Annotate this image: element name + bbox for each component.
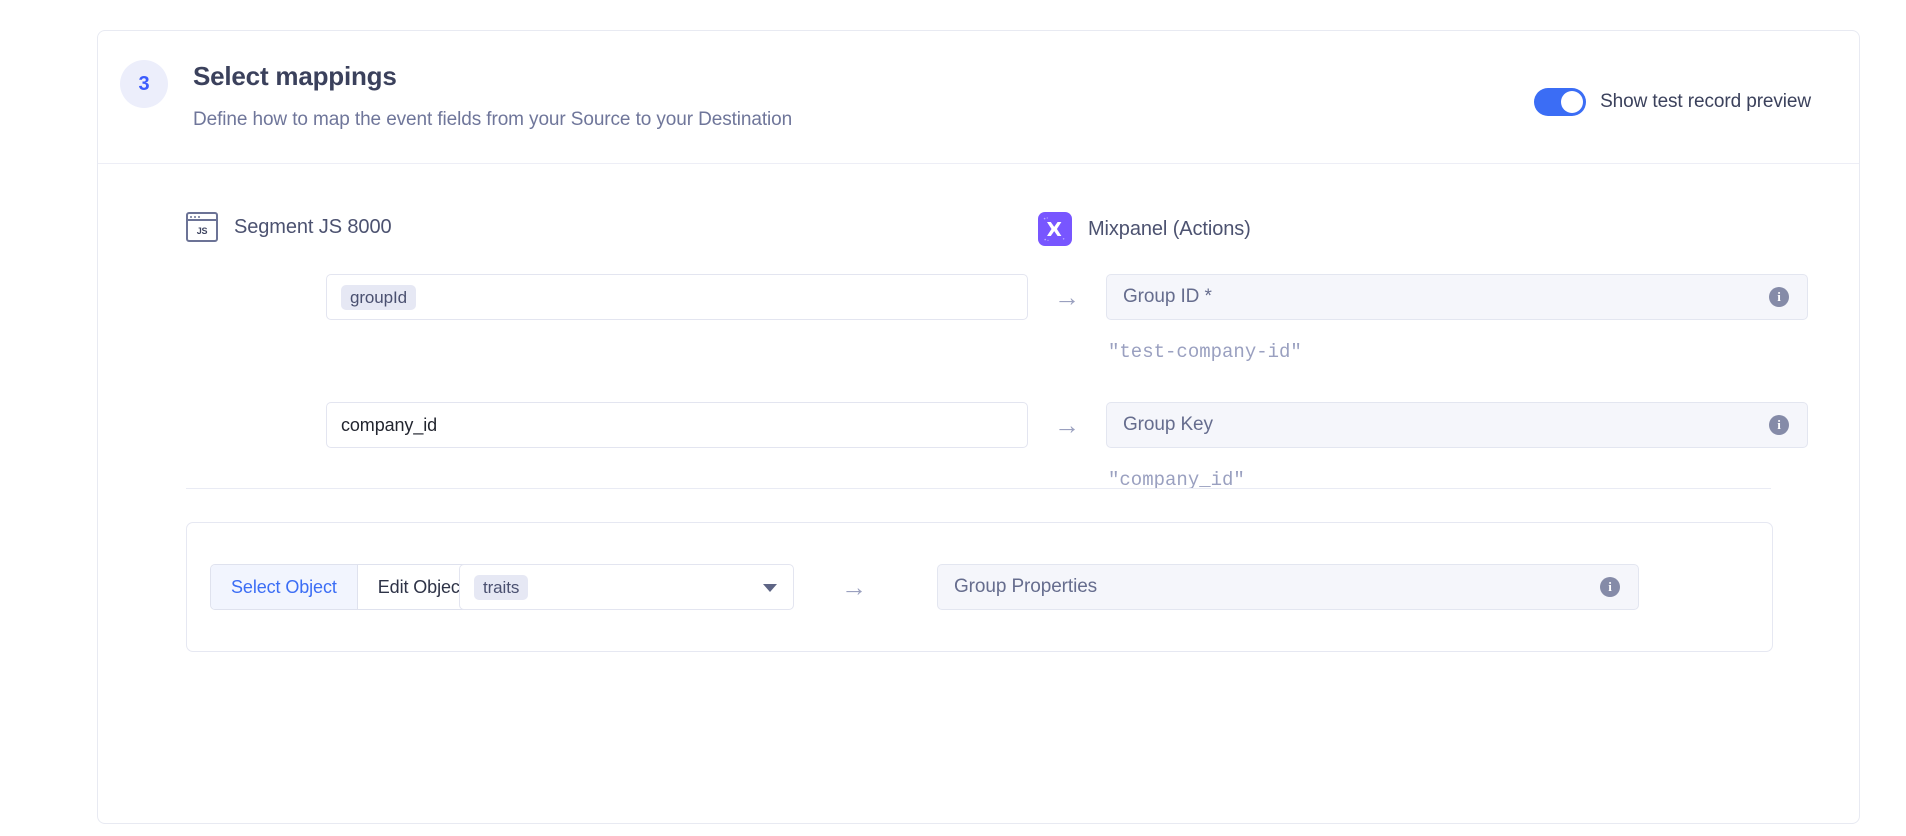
select-mappings-card: 3 Select mappings Define how to map the … [97,30,1860,824]
source-field-input[interactable]: groupId [326,274,1028,320]
mapping-arrow-icon: → [1054,410,1080,440]
destination-field-label: Group ID * [1123,286,1212,307]
mixpanel-icon [1038,212,1072,246]
toggle-knob [1561,91,1584,113]
object-mapping-card: Select Object Edit Object traits → Group… [186,522,1773,652]
test-record-preview-value: "company_id" [1108,469,1245,491]
info-icon[interactable]: i [1769,287,1789,307]
show-test-record-preview-toggle[interactable] [1534,88,1587,116]
info-icon[interactable]: i [1769,415,1789,435]
mapping-arrow-icon: → [1054,282,1080,312]
mapping-arrow-icon: → [841,572,867,602]
js-icon-label: JS [196,226,208,236]
mapping-row: company_id → Group Key i [326,402,1808,448]
js-browser-icon: JS [186,212,218,242]
destination-field[interactable]: Group ID * i [1106,274,1808,320]
show-test-record-preview-label: Show test record preview [1600,91,1811,112]
section-divider [186,488,1771,489]
source-field-value: company_id [341,414,438,435]
destination-field[interactable]: Group Key i [1106,402,1808,448]
page-title: Select mappings [193,61,397,91]
step-number-badge: 3 [120,60,168,108]
destination-field-label: Group Key [1123,414,1213,435]
selected-object-chip: traits [474,574,529,600]
destination-field[interactable]: Group Properties i [937,564,1639,610]
destination-name: Mixpanel (Actions) [1088,217,1251,240]
chevron-down-icon[interactable] [763,584,777,592]
source-endpoint: JS Segment JS 8000 [186,212,392,242]
tab-select-object[interactable]: Select Object [211,565,357,609]
browser-titlebar [188,214,216,221]
info-icon[interactable]: i [1600,577,1620,597]
source-field-input[interactable]: company_id [326,402,1028,448]
show-test-record-preview-control[interactable]: Show test record preview [1534,88,1811,116]
page-subtitle: Define how to map the event fields from … [193,109,793,130]
destination-endpoint: Mixpanel (Actions) [1038,212,1251,246]
card-header: 3 Select mappings Define how to map the … [98,31,1859,164]
source-name: Segment JS 8000 [234,215,392,238]
mapping-row: groupId → Group ID * i [326,274,1808,320]
source-field-chip: groupId [341,284,416,310]
object-mode-tabs[interactable]: Select Object Edit Object [210,564,486,610]
object-select-dropdown[interactable]: traits [459,564,794,610]
test-record-preview-value: "test-company-id" [1108,341,1302,363]
destination-field-label: Group Properties [954,576,1098,597]
